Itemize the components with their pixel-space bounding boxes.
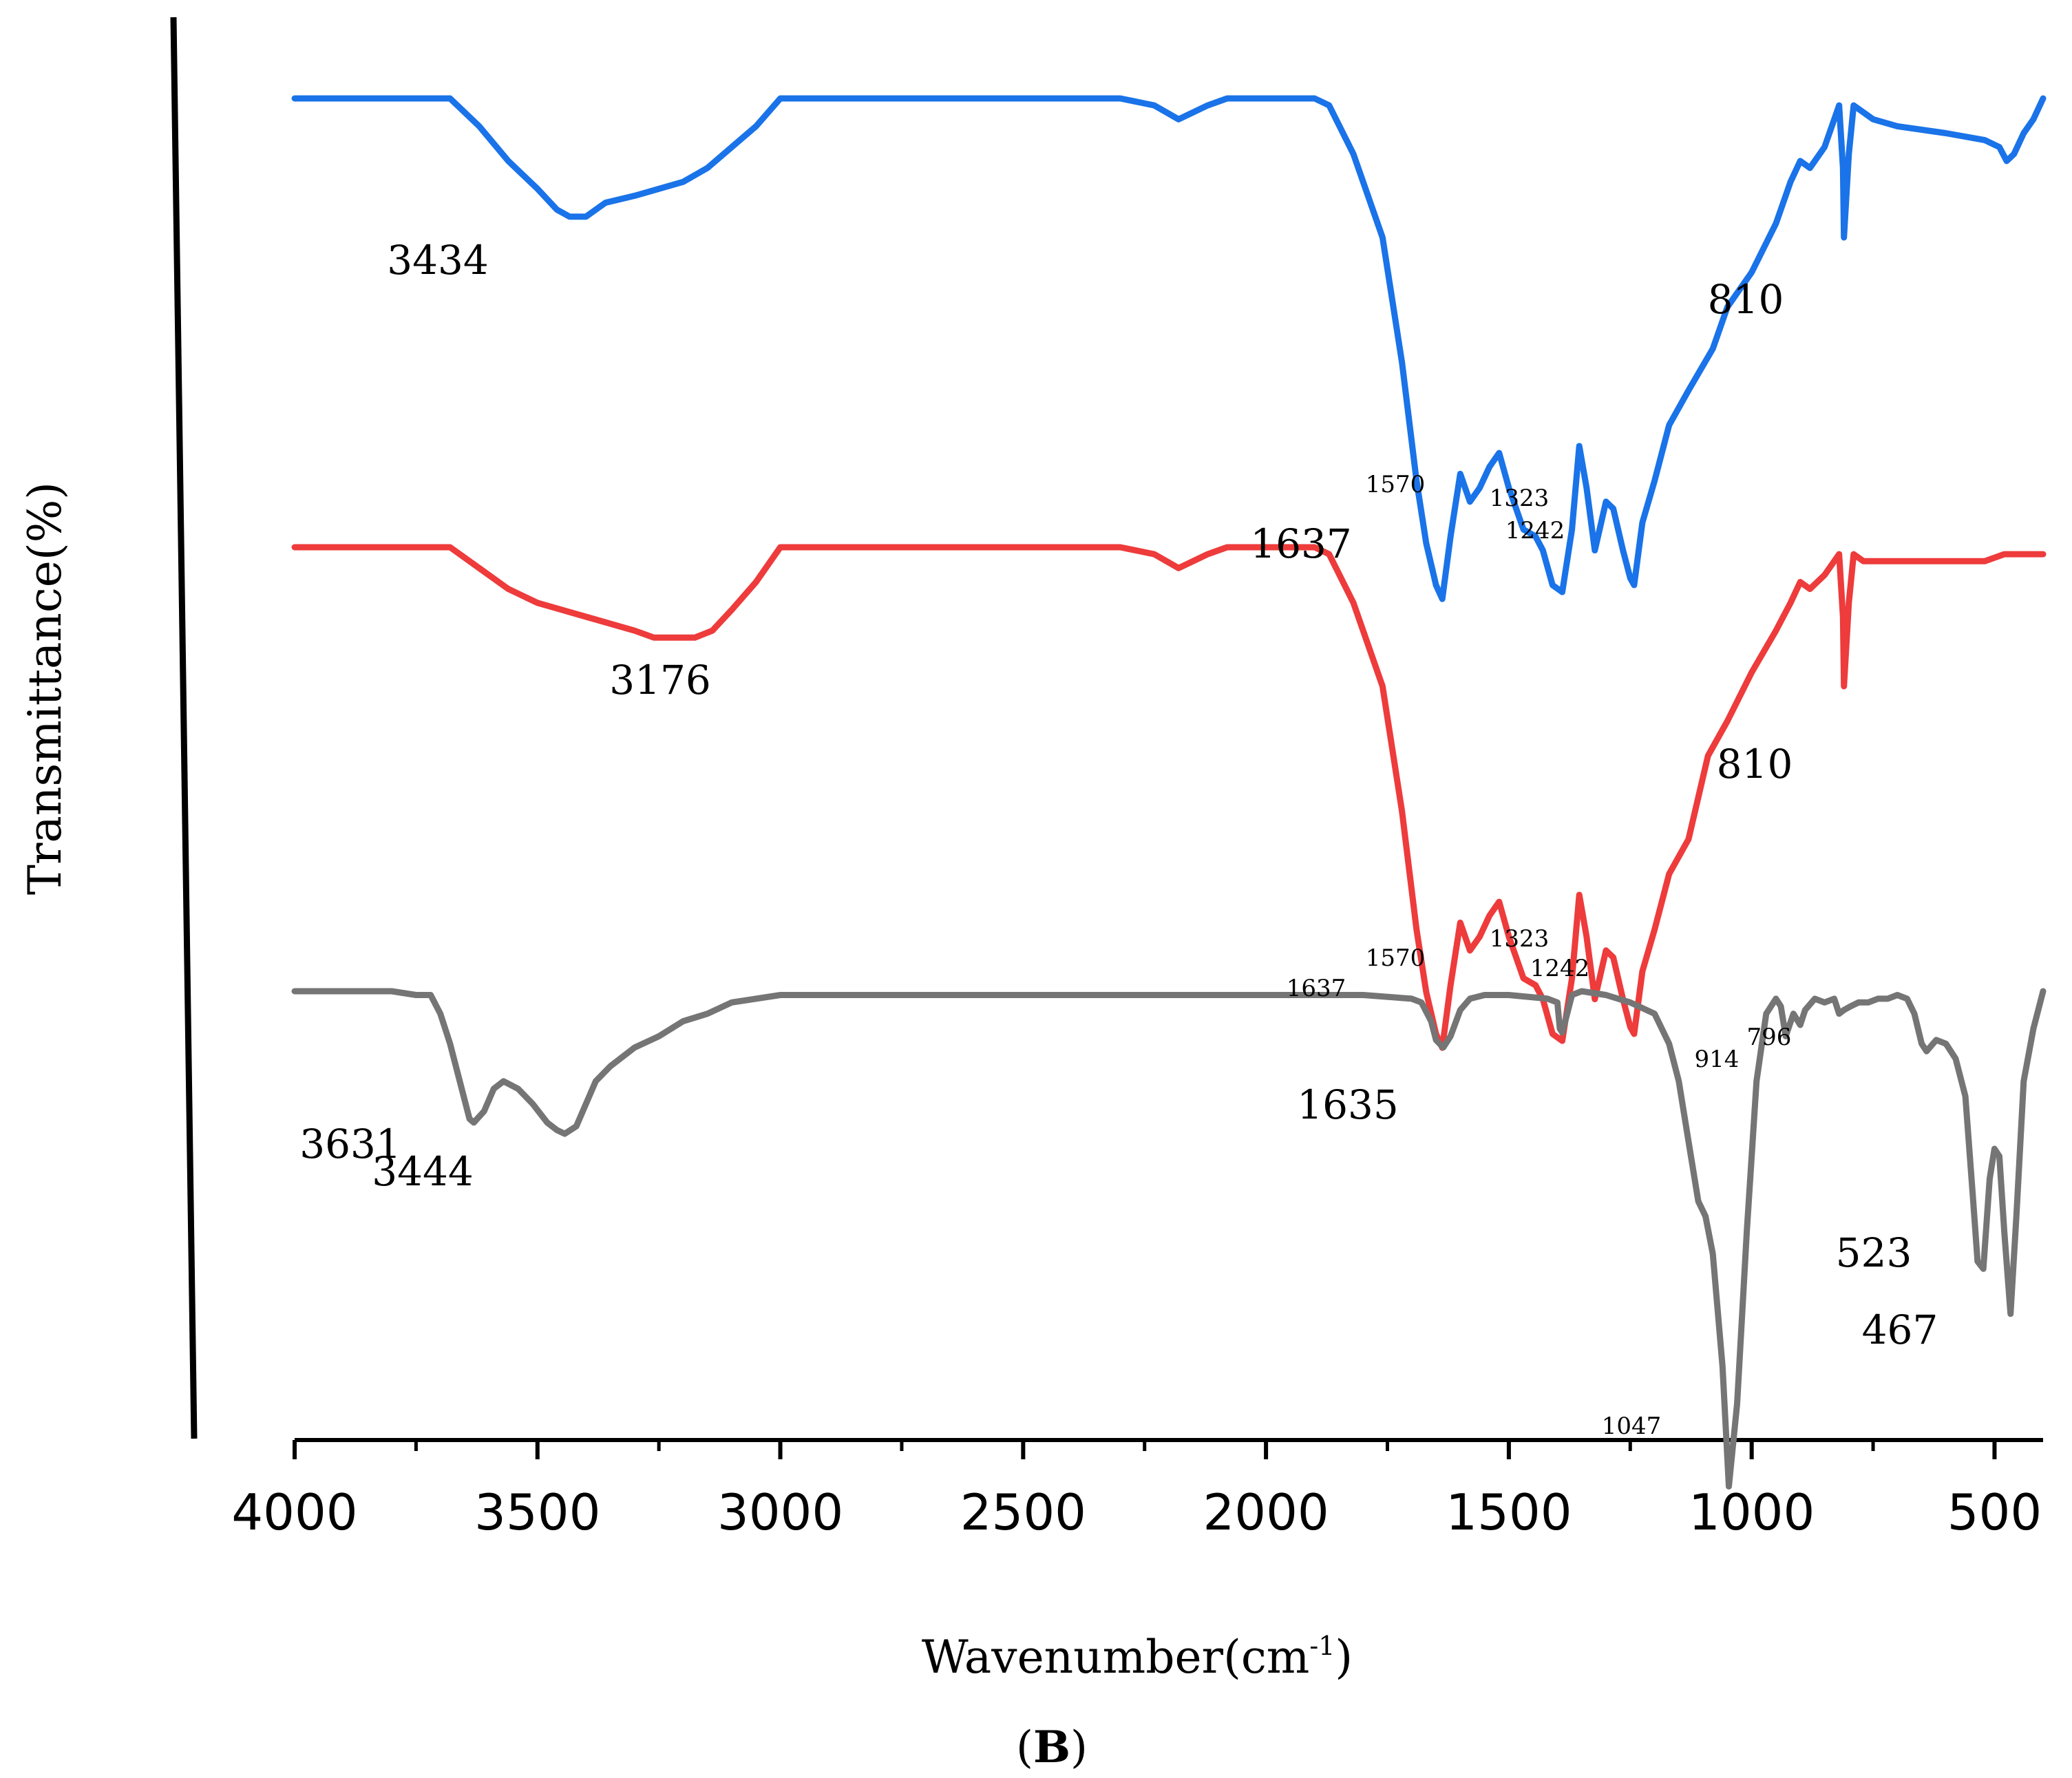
x-tick-label: 2000 — [1203, 1483, 1329, 1541]
x-tick-label: 3500 — [474, 1483, 600, 1541]
x-axis-title-close: ) — [1335, 1631, 1353, 1684]
x-tick-label: 4000 — [231, 1483, 357, 1541]
x-tick-label: 3000 — [717, 1483, 843, 1541]
peak-label: 810 — [1708, 276, 1784, 323]
peak-label: 523 — [1836, 1229, 1912, 1276]
peak-label: 1242 — [1530, 955, 1590, 982]
series-line-blue — [291, 95, 2047, 602]
x-tick-label: 2500 — [960, 1483, 1086, 1541]
x-tick-label: 500 — [1947, 1483, 2042, 1541]
panel-label: (B) — [1016, 1722, 1088, 1773]
peak-label: 1323 — [1490, 485, 1550, 512]
panel-label-letter: B — [1033, 1722, 1070, 1773]
y-axis-line — [170, 17, 198, 1439]
peak-label: 3444 — [372, 1148, 474, 1195]
y-axis-title: Transmittance(%) — [19, 482, 72, 895]
peak-label: 1570 — [1366, 944, 1426, 972]
peak-label: 796 — [1747, 1024, 1792, 1051]
x-axis-title: Wavenumber(cm-1) — [922, 1631, 1353, 1684]
peak-label: 1242 — [1505, 517, 1565, 544]
x-tick-label: 1500 — [1446, 1483, 1572, 1541]
x-axis-title-sup: -1 — [1309, 1631, 1335, 1661]
series-group — [291, 95, 2047, 1490]
peak-label: 3434 — [387, 237, 489, 284]
peak-label: 1637 — [1287, 975, 1346, 1002]
peak-label: 1635 — [1297, 1081, 1399, 1128]
axes — [170, 17, 2043, 1442]
peak-label: 467 — [1862, 1306, 1938, 1353]
peak-label: 810 — [1717, 741, 1793, 787]
peak-label: 1637 — [1250, 520, 1352, 567]
series-line-gray — [291, 988, 2047, 1490]
peak-label: 3176 — [609, 657, 711, 703]
peak-label: 1047 — [1602, 1412, 1662, 1440]
peak-label: 1570 — [1366, 471, 1426, 498]
x-tick-label: 1000 — [1689, 1483, 1815, 1541]
x-ticks: 4000 3500 3000 2500 2000 1500 1000 500 — [231, 1440, 2042, 1541]
series-line-red — [291, 544, 2047, 1051]
x-axis-title-main: Wavenumber(cm — [922, 1631, 1310, 1684]
peak-label: 1323 — [1490, 925, 1550, 953]
peak-label: 3631 — [299, 1121, 401, 1167]
peak-label: 914 — [1695, 1046, 1740, 1073]
